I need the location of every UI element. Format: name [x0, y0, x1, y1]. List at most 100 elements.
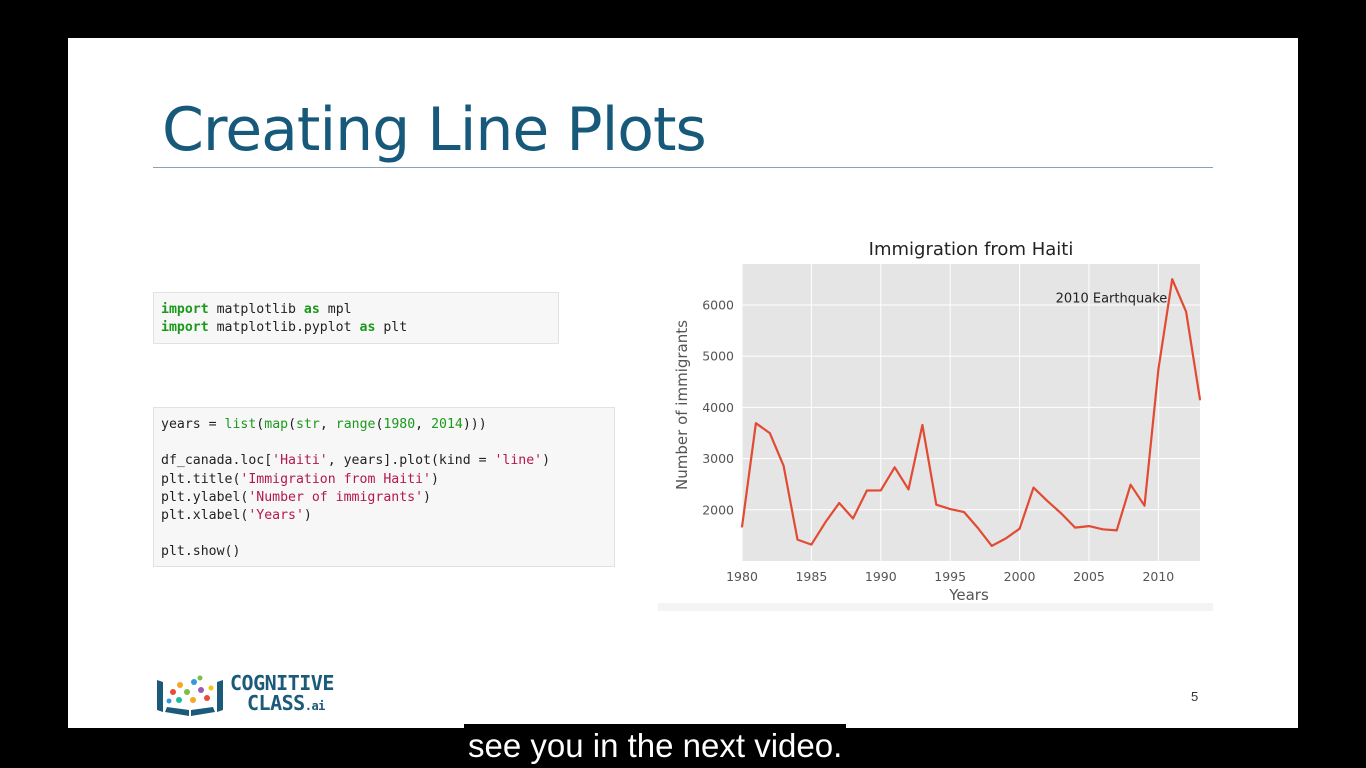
y-tick-labels: 2000 3000 4000 5000 6000: [702, 297, 734, 517]
y-tick-label: 6000: [702, 297, 734, 312]
x-tick-label: 2005: [1073, 569, 1105, 584]
x-tick-labels: 1980 1985 1990 1995 2000 2005 2010: [726, 569, 1174, 584]
data-points: [741, 278, 1201, 547]
data-point: [907, 488, 910, 491]
code-token: plt.xlabel(: [161, 507, 249, 523]
code-cell-imports: import matplotlib as mpl import matplotli…: [153, 292, 559, 344]
y-tick-label: 5000: [702, 349, 734, 364]
data-point: [977, 527, 979, 529]
code-token: years =: [161, 417, 225, 432]
data-point: [1032, 486, 1035, 489]
code-token: (: [375, 417, 384, 432]
series-line-haiti: [740, 278, 1202, 547]
x-axis-label: Years: [948, 586, 989, 604]
code-line: plt.show(): [161, 543, 607, 561]
code-token: plt.show(): [161, 544, 241, 560]
code-token: matplotlib: [208, 302, 304, 317]
code-token: ): [430, 471, 439, 487]
logo-suffix: .ai: [304, 699, 326, 713]
code-line: plt.xlabel('Years'): [161, 507, 607, 525]
data-point: [893, 466, 896, 469]
code-token: 1980: [383, 417, 416, 432]
code-line: plt.title('Immigration from Haiti'): [161, 471, 607, 489]
page-number: 5: [1191, 689, 1199, 704]
code-token: plt.title(: [161, 471, 241, 487]
data-point: [1199, 398, 1201, 401]
data-point: [782, 464, 785, 467]
code-token: range: [335, 417, 376, 432]
data-point: [838, 502, 841, 504]
data-point: [1171, 278, 1174, 281]
data-point: [1060, 512, 1063, 515]
data-point: [1129, 483, 1132, 486]
data-point: [852, 517, 854, 520]
code-token: ,: [319, 417, 336, 432]
code-token: as: [303, 302, 320, 317]
code-token: as: [359, 320, 376, 336]
code-token: 'Haiti': [272, 453, 328, 469]
data-point: [796, 538, 799, 541]
chart-svg: 1980 1985 1990 1995 2000 2005 2010 2000 3000 400…: [658, 239, 1213, 611]
logo-wordmark: COGNITIVE CLASS.ai: [230, 673, 334, 716]
line-chart: 1980 1985 1990 1995 2000 2005 2010 2000 3000 400…: [658, 233, 1218, 618]
data-point: [824, 521, 827, 524]
data-point: [1046, 499, 1049, 502]
logo-line-2: CLASS.ai: [230, 693, 334, 716]
data-point: [768, 432, 771, 434]
x-tick-label: 1985: [795, 569, 827, 584]
code-token: 2014: [431, 417, 463, 432]
code-token: ))): [462, 417, 487, 432]
video-caption: see you in the next video.: [464, 724, 847, 768]
x-tick-label: 2010: [1142, 569, 1174, 584]
x-tick-label: 1990: [865, 569, 897, 584]
data-point: [1004, 537, 1007, 540]
x-tick-label: 1980: [726, 569, 758, 584]
data-point: [921, 424, 924, 426]
code-token: ,: [415, 417, 432, 432]
code-token: import: [161, 320, 209, 336]
y-tick-label: 3000: [702, 451, 734, 466]
data-point: [963, 511, 965, 513]
code-line: import matplotlib as mpl: [161, 301, 551, 319]
code-line: years = list(map(str, range(1980, 2014))…: [161, 416, 607, 434]
code-token: df_canada.loc[: [161, 453, 273, 469]
code-token: (: [256, 417, 265, 432]
y-tick-label: 2000: [702, 502, 734, 517]
code-line: [161, 525, 607, 543]
code-line: import matplotlib.pyplot as plt: [161, 319, 551, 337]
x-tick-label: 2000: [1004, 569, 1036, 584]
data-point: [1074, 526, 1076, 529]
code-token: plt.ylabel(: [161, 489, 249, 505]
data-point: [754, 422, 757, 425]
code-token: list: [224, 417, 257, 432]
code-token: , years].plot(kind =: [327, 453, 495, 469]
logo-line-1: COGNITIVE: [230, 671, 334, 695]
plot-area: [742, 264, 1200, 561]
code-token: map: [264, 417, 289, 432]
code-token: str: [296, 417, 320, 432]
data-point: [1101, 528, 1104, 531]
data-point: [741, 525, 743, 528]
data-point: [1018, 527, 1021, 530]
data-point: [1115, 529, 1118, 532]
code-cell-plot: years = list(map(str, range(1980, 2014))…: [153, 407, 615, 567]
chart-title: Immigration from Haiti: [869, 239, 1074, 260]
code-token: matplotlib.pyplot: [208, 320, 360, 336]
data-point: [1143, 504, 1146, 507]
code-line: plt.ylabel('Number of immigrants'): [161, 489, 607, 507]
chart-annotation: 2010 Earthquake: [1056, 291, 1168, 306]
data-point: [1185, 310, 1188, 313]
code-token: 'line': [494, 453, 543, 469]
book-logo-icon: [157, 675, 223, 716]
code-token: ): [542, 453, 551, 469]
data-point: [1157, 368, 1160, 371]
data-point: [879, 489, 882, 492]
title-divider: [153, 167, 1213, 168]
data-point: [866, 489, 868, 492]
cognitive-class-logo: COGNITIVE CLASS.ai: [155, 670, 355, 716]
code-token: import: [161, 302, 209, 317]
chart-shadow: [658, 603, 1213, 611]
y-tick-label: 4000: [702, 400, 734, 415]
code-token: plt: [375, 320, 408, 336]
data-point: [1088, 525, 1090, 527]
